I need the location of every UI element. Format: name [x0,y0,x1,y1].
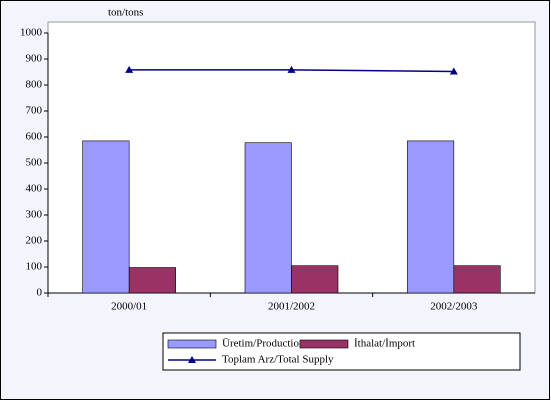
legend-label: Üretim/Production [222,338,305,350]
legend [162,332,521,371]
line-marker [449,67,458,75]
bar [244,142,292,294]
bar [291,265,339,294]
y-tick-label: 400 [26,183,43,195]
y-tick-label: 0 [37,287,43,299]
bar [453,265,501,294]
bar [407,140,455,294]
bar [82,140,130,294]
x-tick-label: 2002/2003 [430,301,478,313]
y-tick-label: 500 [26,157,43,169]
legend-swatch [167,339,217,349]
legend-label: Toplam Arz/Total Supply [222,354,334,366]
y-tick-label: 900 [26,53,43,65]
y-tick-label: 300 [26,209,43,221]
y-tick-label: 700 [26,105,43,117]
y-tick-label: 1000 [20,27,43,39]
bar [128,267,176,294]
y-tick-label: 600 [26,131,43,143]
x-tick-label: 2000/01 [111,301,147,313]
legend-swatch [299,339,349,349]
y-tick-label: 200 [26,235,43,247]
line-marker [125,65,134,73]
y-tick-label: 100 [26,261,43,273]
legend-marker [188,356,196,363]
legend-label: İthalat/İmport [354,338,415,350]
line-marker [287,65,296,73]
unit-label: ton/tons [108,7,143,19]
x-tick-label: 2001/2002 [268,301,315,313]
y-tick-label: 800 [26,79,43,91]
